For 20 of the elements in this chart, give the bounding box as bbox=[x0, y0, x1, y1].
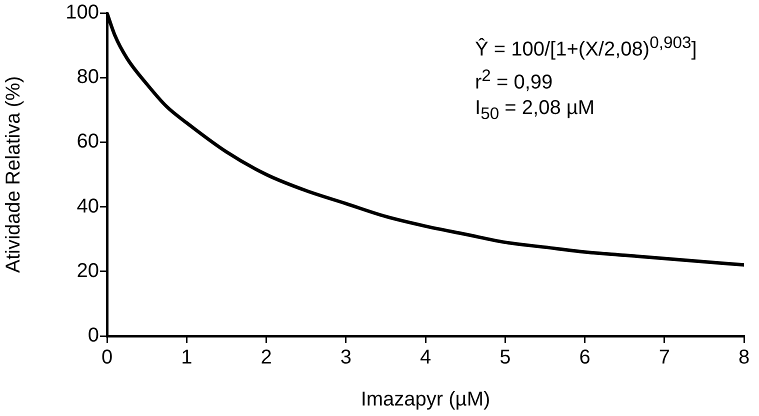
annotation: I$_{50}$ = 2,08 µM bbox=[475, 96, 596, 126]
x-tick-label: 4 bbox=[420, 346, 432, 369]
y-axis-title: Atividade Relativa (%) bbox=[2, 76, 25, 273]
x-tick-label: 7 bbox=[658, 346, 670, 369]
x-axis-title: Imazapyr (µM) bbox=[360, 388, 490, 411]
x-tick-label: 3 bbox=[340, 346, 352, 369]
x-tick-label: 8 bbox=[738, 346, 750, 369]
y-tick-label: 20 bbox=[76, 260, 99, 282]
x-tick-label: 6 bbox=[579, 346, 590, 369]
y-tick-label: 40 bbox=[76, 195, 99, 218]
x-tick-label: 0 bbox=[101, 346, 113, 369]
annotation: r$^{2}$ = 0,99 bbox=[475, 64, 554, 96]
y-tick-label: 100 bbox=[66, 2, 99, 24]
x-tick-label: 5 bbox=[500, 346, 511, 369]
y-tick-label: 80 bbox=[76, 66, 99, 88]
annotation: Ŷ = 100/[1+(X/2,08)$^{0,903}$] bbox=[475, 32, 697, 63]
x-tick-label: 2 bbox=[260, 346, 272, 369]
y-tick-label: 60 bbox=[76, 130, 99, 153]
x-tick-label: 1 bbox=[181, 346, 192, 369]
y-tick-label: 0 bbox=[88, 324, 99, 347]
